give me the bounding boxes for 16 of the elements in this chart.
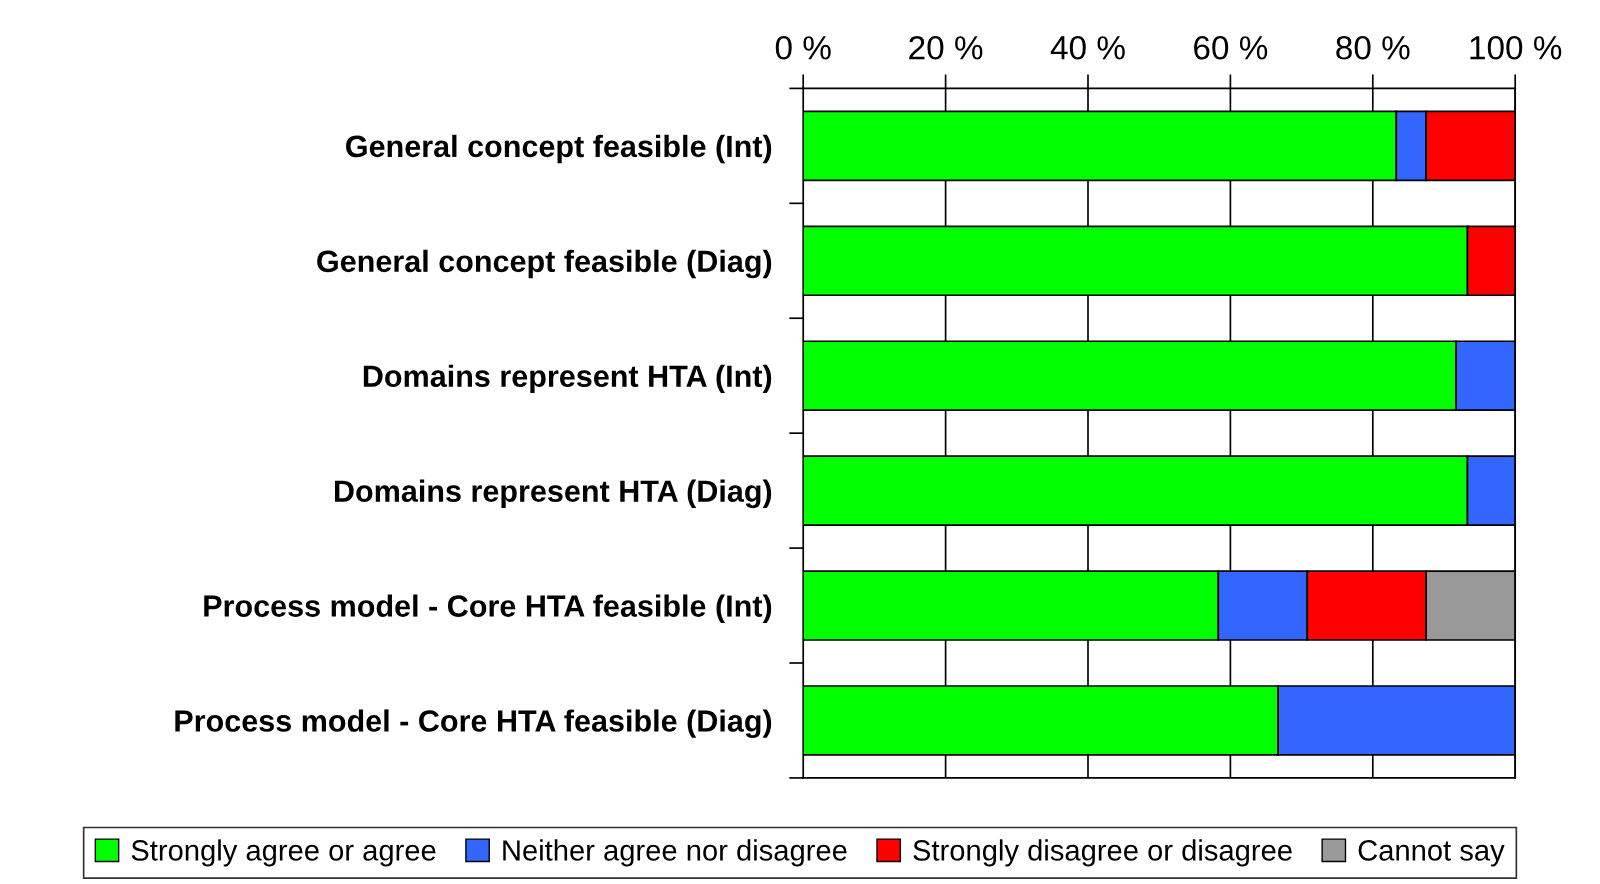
x-tick-label: 40 % <box>1050 35 1125 60</box>
x-tick-label: 80 % <box>1336 35 1410 60</box>
y-tick-label: Domains represent HTA (Diag) <box>334 479 772 509</box>
y-tick-label: Process model - Core HTA feasible (Int) <box>204 594 772 623</box>
y-tick-label: General concept feasible (Diag) <box>317 249 772 279</box>
x-tick-label: 100 % <box>1470 35 1562 60</box>
legend-label: Strongly disagree or disagree <box>913 839 1292 867</box>
y-tick-label: Domains represent HTA (Int) <box>363 364 772 394</box>
legend-label: Cannot say <box>1358 840 1505 867</box>
y-tick-label: Process model - Core HTA feasible (Diag) <box>175 709 772 739</box>
x-tick-label: 60 % <box>1194 35 1268 60</box>
legend-label: Strongly agree or agree <box>131 839 436 867</box>
x-tick-label: 0 % <box>775 35 831 60</box>
legend-label: Neither agree nor disagree <box>503 839 847 867</box>
x-tick-label: 20 % <box>909 35 983 60</box>
y-tick-label: General concept feasible (Int) <box>346 134 772 164</box>
